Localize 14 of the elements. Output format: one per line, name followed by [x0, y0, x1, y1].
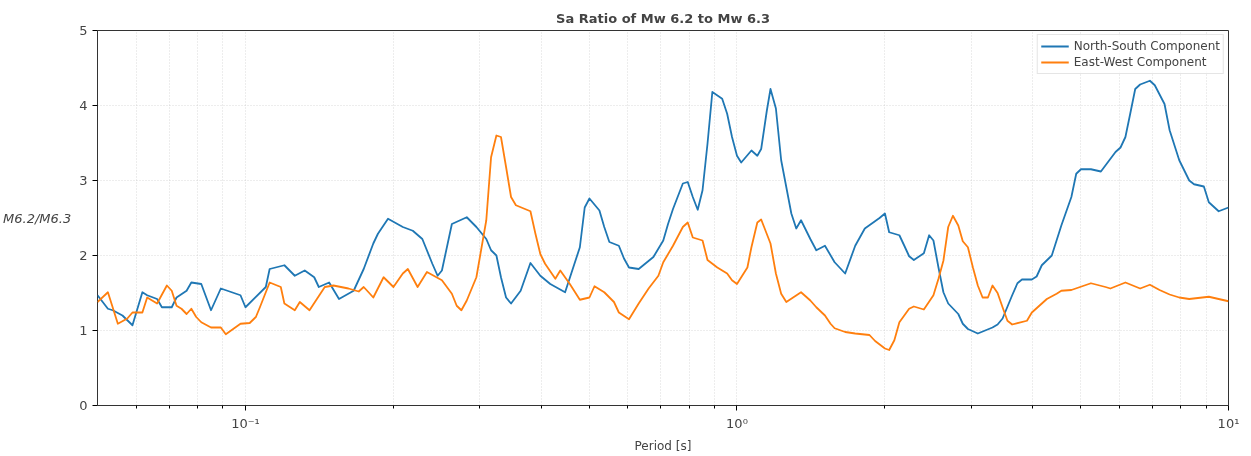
y-tick-label: 0	[79, 398, 88, 413]
legend-label: East-West Component	[1073, 54, 1207, 70]
chart-title: Sa Ratio of Mw 6.2 to Mw 6.3	[556, 10, 770, 26]
y-axis-title: M6.2/M6.3	[3, 210, 72, 226]
y-tick-label: 2	[79, 248, 88, 263]
y-tick-label: 1	[79, 323, 88, 338]
x-tick-label: 10⁰	[726, 415, 748, 431]
y-tick-label: 5	[79, 23, 88, 38]
x-tick-label: 10¹	[1217, 415, 1240, 431]
legend-label: North-South Component	[1073, 38, 1220, 54]
x-tick-label: 10⁻¹	[231, 415, 260, 431]
x-axis-title: Period [s]	[634, 438, 692, 453]
y-tick-label: 4	[79, 98, 88, 113]
y-tick-label: 3	[79, 173, 88, 188]
